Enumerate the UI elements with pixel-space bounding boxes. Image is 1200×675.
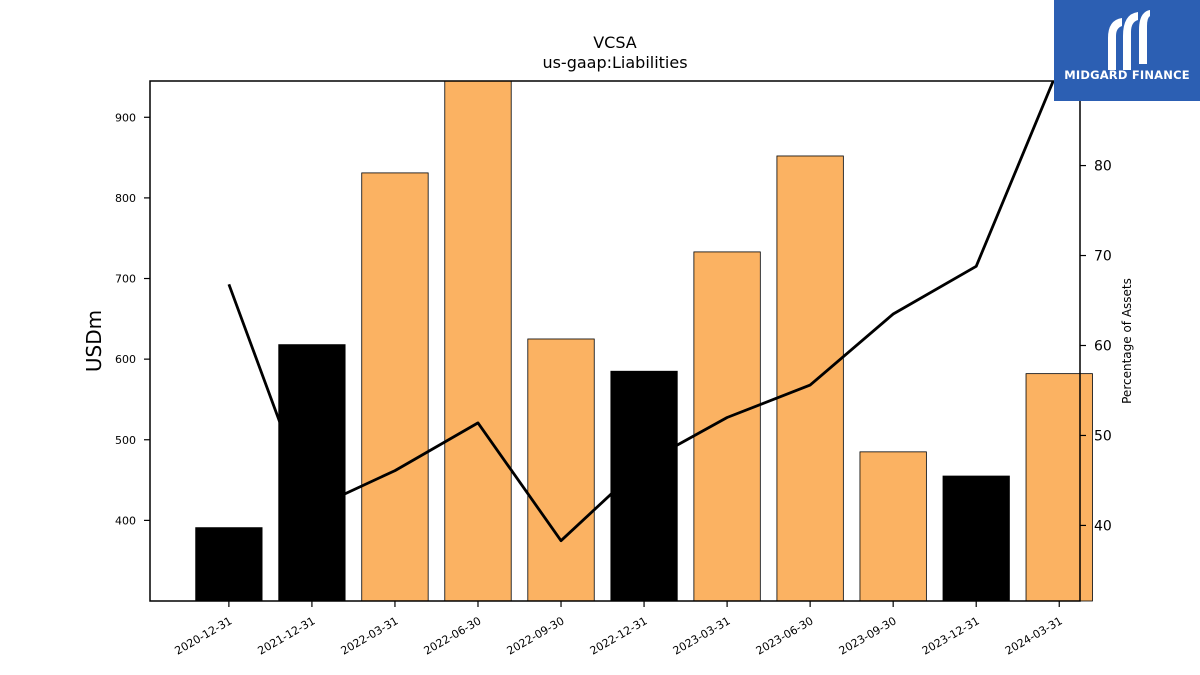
bar-2023-03-31: [693, 251, 761, 602]
x-tick-label-2021-12-31: 2021-12-31: [256, 614, 318, 657]
percentage-line: [227, 81, 1055, 543]
right-axis: 40 50 60 70 80: [1080, 159, 1112, 534]
plot-frame: [149, 80, 1081, 602]
chart-subtitle: us-gaap:Liabilities: [542, 53, 687, 72]
y-tick-label-700: 700: [115, 273, 136, 286]
y-tick-label-500: 500: [115, 434, 136, 447]
y2-tick-label-70: 70: [1094, 249, 1112, 265]
bar-2021-12-31: [278, 344, 346, 602]
y-tick-label-800: 800: [115, 192, 136, 205]
x-tick-label-2023-09-30: 2023-09-30: [837, 614, 899, 657]
bar-2023-06-30: [776, 155, 844, 602]
x-tick-label-2024-03-31: 2024-03-31: [1003, 614, 1065, 657]
y2-tick-label-50: 50: [1094, 428, 1112, 444]
bar-2023-12-31: [942, 475, 1010, 602]
bar-2023-09-30: [859, 451, 927, 602]
bar-2022-06-30: [444, 80, 512, 602]
x-axis: 2020-12-31 2021-12-31 2022-03-31 2022-06-30…: [173, 601, 1065, 658]
bar-2020-12-31: [195, 527, 263, 602]
x-tick-label-2022-12-31: 2022-12-31: [588, 614, 650, 657]
bar-2022-09-30: [527, 338, 595, 602]
bar-2022-03-31: [361, 172, 429, 602]
logo-mark-icon: [1108, 10, 1150, 70]
y-tick-label-600: 600: [115, 353, 136, 366]
y2-tick-label-40: 40: [1094, 518, 1112, 534]
y-axis-label: USDm: [82, 310, 106, 372]
x-tick-label-2022-06-30: 2022-06-30: [422, 614, 484, 657]
y2-axis-label: Percentage of Assets: [1120, 278, 1134, 404]
logo-text: MIDGARD FINANCE: [1064, 68, 1190, 82]
bar-2022-12-31: [610, 370, 678, 602]
x-tick-label-2023-06-30: 2023-06-30: [754, 614, 816, 657]
bar-2024-03-31: [1025, 373, 1093, 602]
y-tick-label-400: 400: [115, 514, 136, 527]
chart-title: VCSA: [593, 33, 637, 52]
x-tick-label-2023-03-31: 2023-03-31: [671, 614, 733, 657]
x-tick-label-2023-12-31: 2023-12-31: [920, 614, 982, 657]
left-axis: 400 500 600 700 800 900: [115, 111, 150, 527]
logo: MIDGARD FINANCE: [1054, 0, 1200, 101]
y2-tick-label-80: 80: [1094, 159, 1112, 175]
y2-tick-label-60: 60: [1094, 338, 1112, 354]
y-tick-label-900: 900: [115, 111, 136, 124]
x-tick-label-2022-03-31: 2022-03-31: [339, 614, 401, 657]
bars-group: [195, 80, 1093, 602]
line-group: [227, 81, 1055, 543]
x-tick-label-2022-09-30: 2022-09-30: [505, 614, 567, 657]
x-tick-label-2020-12-31: 2020-12-31: [173, 614, 235, 657]
